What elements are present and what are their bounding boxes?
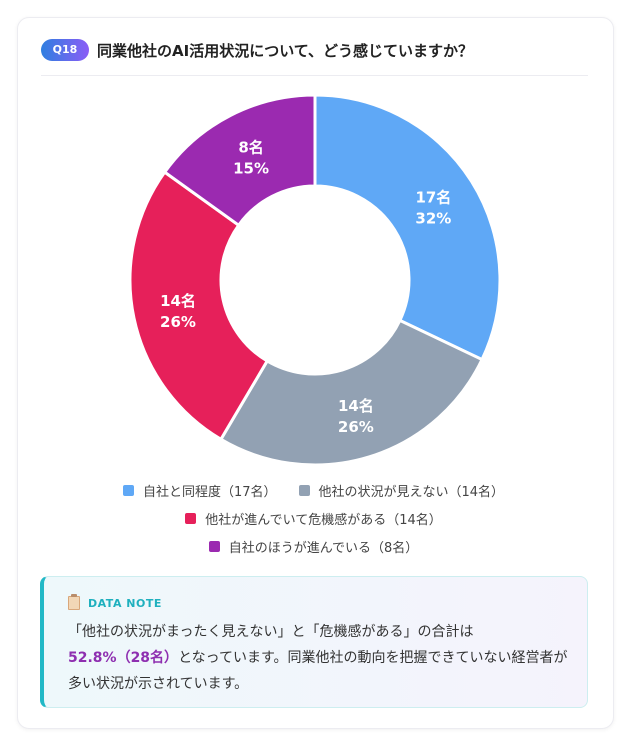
header-divider bbox=[41, 75, 588, 76]
legend-row-1: 自社と同程度（17名） 他社の状況が見えない（14名） bbox=[0, 481, 627, 500]
legend-label: 他社が進んでいて危機感がある（14名） bbox=[205, 513, 442, 528]
question-header: Q18 同業他社のAI活用状況について、どう感じていますか？ bbox=[41, 39, 603, 61]
legend-swatch bbox=[122, 485, 134, 496]
legend-swatch bbox=[208, 541, 220, 552]
question-title: 同業他社のAI活用状況について、どう感じていますか？ bbox=[97, 41, 473, 60]
legend-label: 自社と同程度（17名） bbox=[142, 485, 277, 500]
data-note-heading-text: DATA NOTE bbox=[88, 596, 162, 610]
legend-swatch bbox=[185, 513, 197, 524]
data-note: DATA NOTE 「他社の状況がまったく見えない」と「危機感がある」の合計は 5… bbox=[40, 576, 588, 708]
legend-swatch bbox=[298, 485, 310, 496]
question-badge: Q18 bbox=[41, 39, 89, 61]
data-note-text: 「他社の状況がまったく見えない」と「危機感がある」の合計は 52.8%（28名）と… bbox=[68, 619, 568, 697]
clipboard-icon bbox=[68, 594, 80, 610]
note-text-before: 「他社の状況がまったく見えない」と「危機感がある」の合計は bbox=[68, 624, 474, 640]
legend-item-cannot-see: 他社の状況が見えない（14名） bbox=[298, 481, 505, 500]
data-note-heading: DATA NOTE bbox=[68, 594, 162, 610]
note-text-after: となっています。同業他社の動向を把握できていない経営者が多い状況が示されています… bbox=[68, 650, 568, 692]
legend-row-2: 他社が進んでいて危機感がある（14名） bbox=[0, 509, 627, 528]
note-highlight: 52.8%（28名） bbox=[68, 650, 179, 666]
legend-item-ahead: 自社のほうが進んでいる（8名） bbox=[208, 537, 419, 556]
legend-item-crisis: 他社が進んでいて危機感がある（14名） bbox=[185, 509, 442, 528]
legend-item-same-level: 自社と同程度（17名） bbox=[122, 481, 277, 500]
legend-label: 他社の状況が見えない（14名） bbox=[318, 485, 505, 500]
legend-row-3: 自社のほうが進んでいる（8名） bbox=[0, 537, 627, 556]
legend-label: 自社のほうが進んでいる（8名） bbox=[228, 541, 419, 556]
